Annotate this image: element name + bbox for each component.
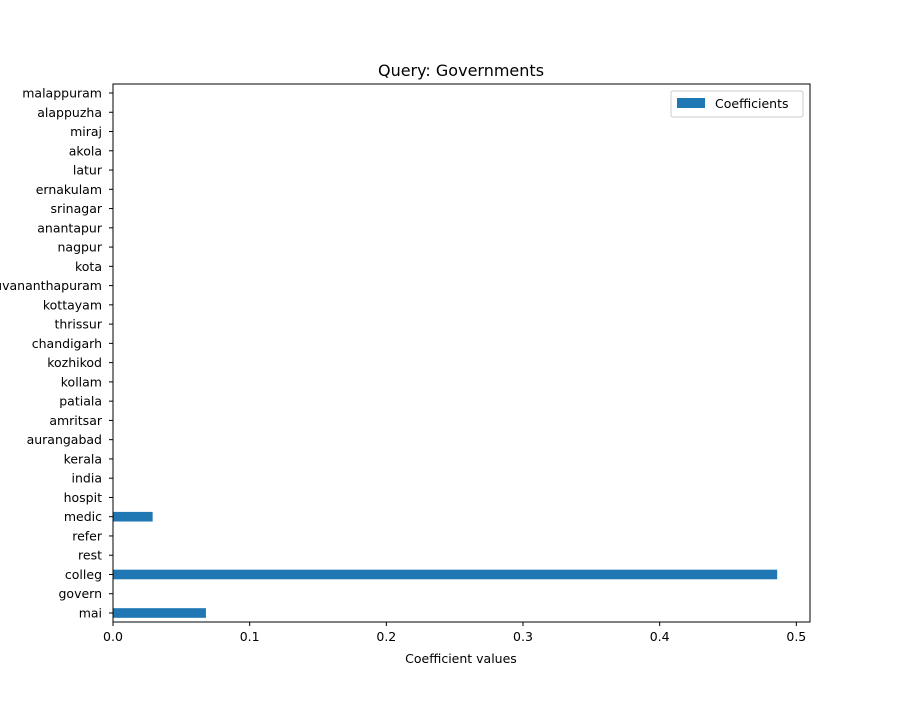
bar-mai xyxy=(113,608,206,618)
x-tick-label: 0.4 xyxy=(650,629,670,644)
plot-frame xyxy=(112,83,811,623)
y-tick-label: srinagar xyxy=(51,201,103,216)
legend-label: Coefficients xyxy=(715,96,789,111)
y-tick-label: anantapur xyxy=(37,220,103,235)
bar-medic xyxy=(113,511,153,522)
y-tick-label: miraj xyxy=(70,124,102,139)
y-tick-label: latur xyxy=(73,163,103,178)
y-tick-label: akola xyxy=(69,143,102,158)
y-tick-label: mai xyxy=(79,606,102,621)
x-tick-label: 0.3 xyxy=(513,629,533,644)
y-tick-label: malappuram xyxy=(22,86,102,101)
x-tick-label: 0.5 xyxy=(786,629,806,644)
y-tick-label: alappuzha xyxy=(37,105,102,120)
y-tick-label: nagpur xyxy=(57,240,102,255)
y-tick-label: govern xyxy=(58,586,102,601)
y-tick-label: kerala xyxy=(64,451,102,466)
y-tick-label: chandigarh xyxy=(32,336,102,351)
y-tick-label: patiala xyxy=(59,394,102,409)
bar-colleg xyxy=(113,569,778,580)
x-tick-label: 0.0 xyxy=(103,629,123,644)
x-tick-label: 0.2 xyxy=(376,629,396,644)
x-axis-ticks: 0.0 0.1 0.2 0.3 0.4 0.5 xyxy=(103,622,806,644)
y-tick-label: india xyxy=(72,471,102,486)
y-tick-label: thiruvananthapuram xyxy=(0,278,102,293)
x-axis-label: Coefficient values xyxy=(405,651,517,666)
y-tick-label: amritsar xyxy=(49,413,103,428)
y-tick-label: rest xyxy=(78,548,102,563)
y-tick-label: colleg xyxy=(65,567,102,582)
legend-box xyxy=(670,90,804,118)
chart-title: Query: Governments xyxy=(378,61,544,80)
bars-layer xyxy=(113,511,778,618)
y-axis-ticks: mai govern colleg rest refer medic hospit india… xyxy=(0,86,113,621)
x-tick-label: 0.1 xyxy=(240,629,260,644)
y-tick-label: ernakulam xyxy=(36,182,102,197)
y-tick-label: hospit xyxy=(64,490,102,505)
y-tick-label: kota xyxy=(75,259,102,274)
y-tick-label: kollam xyxy=(61,374,102,389)
y-tick-label: aurangabad xyxy=(27,432,102,447)
y-tick-label: medic xyxy=(64,509,102,524)
y-tick-label: kottayam xyxy=(43,297,102,312)
y-tick-label: refer xyxy=(72,528,103,543)
legend: Coefficients xyxy=(670,90,804,118)
y-tick-label: thrissur xyxy=(54,317,102,332)
y-tick-label: kozhikod xyxy=(47,355,102,370)
legend-swatch xyxy=(677,98,705,108)
